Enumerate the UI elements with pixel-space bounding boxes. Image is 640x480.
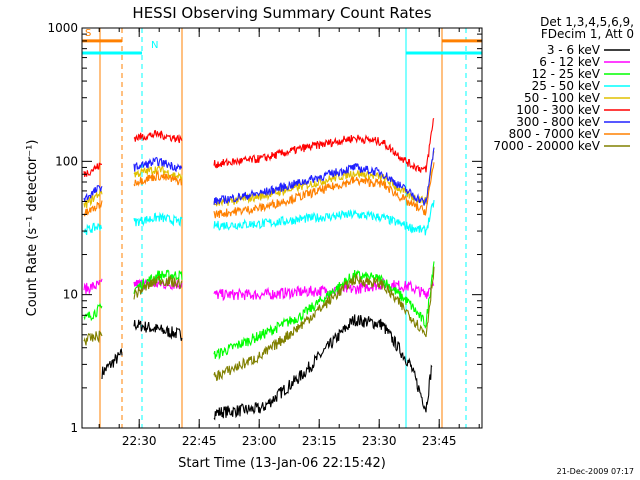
series-4-segment-3: [213, 200, 435, 236]
x-tick-label-6: 23:45: [422, 434, 457, 448]
series-5-segment-3: [213, 151, 435, 207]
series-7: [83, 147, 435, 206]
legend-entry-5: 50 - 100 keV: [524, 91, 601, 105]
vertical-markers: [99, 28, 467, 428]
series-6-segment-1: [83, 162, 102, 177]
series-5: [83, 151, 435, 209]
flag-label-1: S: [85, 28, 91, 39]
series-8-segment-3: [213, 162, 435, 219]
series-1-segment-3: [213, 314, 433, 421]
series-9-segment-3: [213, 266, 435, 382]
series-1-segment-1: [101, 348, 123, 380]
series-4-segment-1: [83, 222, 103, 236]
series-9-segment-1: [83, 330, 103, 346]
series-2-segment-3: [213, 277, 435, 302]
x-tick-label-5: 23:30: [362, 434, 397, 448]
series-1-segment-2: [133, 319, 183, 341]
legend-entry-4: 25 - 50 keV: [532, 79, 601, 93]
series-6: [83, 117, 435, 177]
series-5-segment-1: [83, 188, 103, 209]
legend-entry-1: 3 - 6 keV: [547, 43, 601, 57]
series-8: [83, 162, 435, 219]
y-axis: 1 10 100 1000: [47, 21, 482, 435]
legend-header-settings: FDecim 1, Att 0: [541, 27, 634, 41]
series-6-segment-3: [213, 117, 435, 174]
x-tick-label-4: 23:15: [302, 434, 337, 448]
y-tick-label-3: 100: [55, 154, 78, 168]
series-7-segment-2: [133, 156, 183, 173]
flag-label-3: N: [151, 40, 158, 51]
series-6-segment-2: [133, 129, 183, 144]
series-8-segment-1: [83, 200, 103, 217]
legend-entry-9: 7000 - 20000 keV: [493, 139, 600, 153]
series-7-segment-3: [213, 147, 435, 206]
legend-entry-2: 6 - 12 keV: [539, 55, 601, 69]
series-9-segment-2: [133, 274, 183, 300]
legend: Det 1,3,4,5,6,9, FDecim 1, Att 0 3 - 6 k…: [493, 15, 634, 153]
x-tick-label-2: 22:45: [182, 434, 217, 448]
series-3-segment-2: [133, 269, 183, 294]
series-4-segment-2: [133, 211, 183, 227]
series-1: [101, 314, 433, 421]
series-lines: [83, 117, 435, 421]
y-tick-label-1: 1: [70, 421, 78, 435]
x-tick-label-1: 22:30: [122, 434, 157, 448]
plot-frame: [81, 27, 483, 429]
footer-timestamp: 21-Dec-2009 07:17: [557, 467, 634, 476]
x-axis: 22:30 22:45 23:00 23:15 23:30 23:45: [98, 28, 480, 448]
y-tick-label-2: 10: [63, 288, 78, 302]
series-8-segment-2: [133, 169, 183, 187]
legend-entry-7: 300 - 800 keV: [516, 115, 600, 129]
series-4: [83, 200, 435, 236]
y-tick-label-4: 1000: [47, 21, 78, 35]
x-tick-label-3: 23:00: [242, 434, 277, 448]
legend-entry-6: 100 - 300 keV: [516, 103, 600, 117]
y-axis-label: Count Rate (s⁻¹ detector⁻¹): [25, 140, 40, 317]
series-5-segment-2: [133, 163, 183, 182]
plot-area: SN: [82, 28, 482, 428]
x-axis-label: Start Time (13-Jan-06 22:15:42): [178, 456, 386, 471]
legend-entry-8: 800 - 7000 keV: [509, 127, 601, 141]
series-2-segment-1: [83, 278, 103, 296]
legend-entry-3: 12 - 25 keV: [532, 67, 601, 81]
flag-bars: SN: [82, 28, 482, 55]
series-7-segment-1: [83, 185, 103, 202]
series-9: [83, 266, 435, 382]
legend-header-detectors: Det 1,3,4,5,6,9,: [540, 15, 634, 29]
chart-title: HESSI Observing Summary Count Rates: [132, 4, 431, 22]
